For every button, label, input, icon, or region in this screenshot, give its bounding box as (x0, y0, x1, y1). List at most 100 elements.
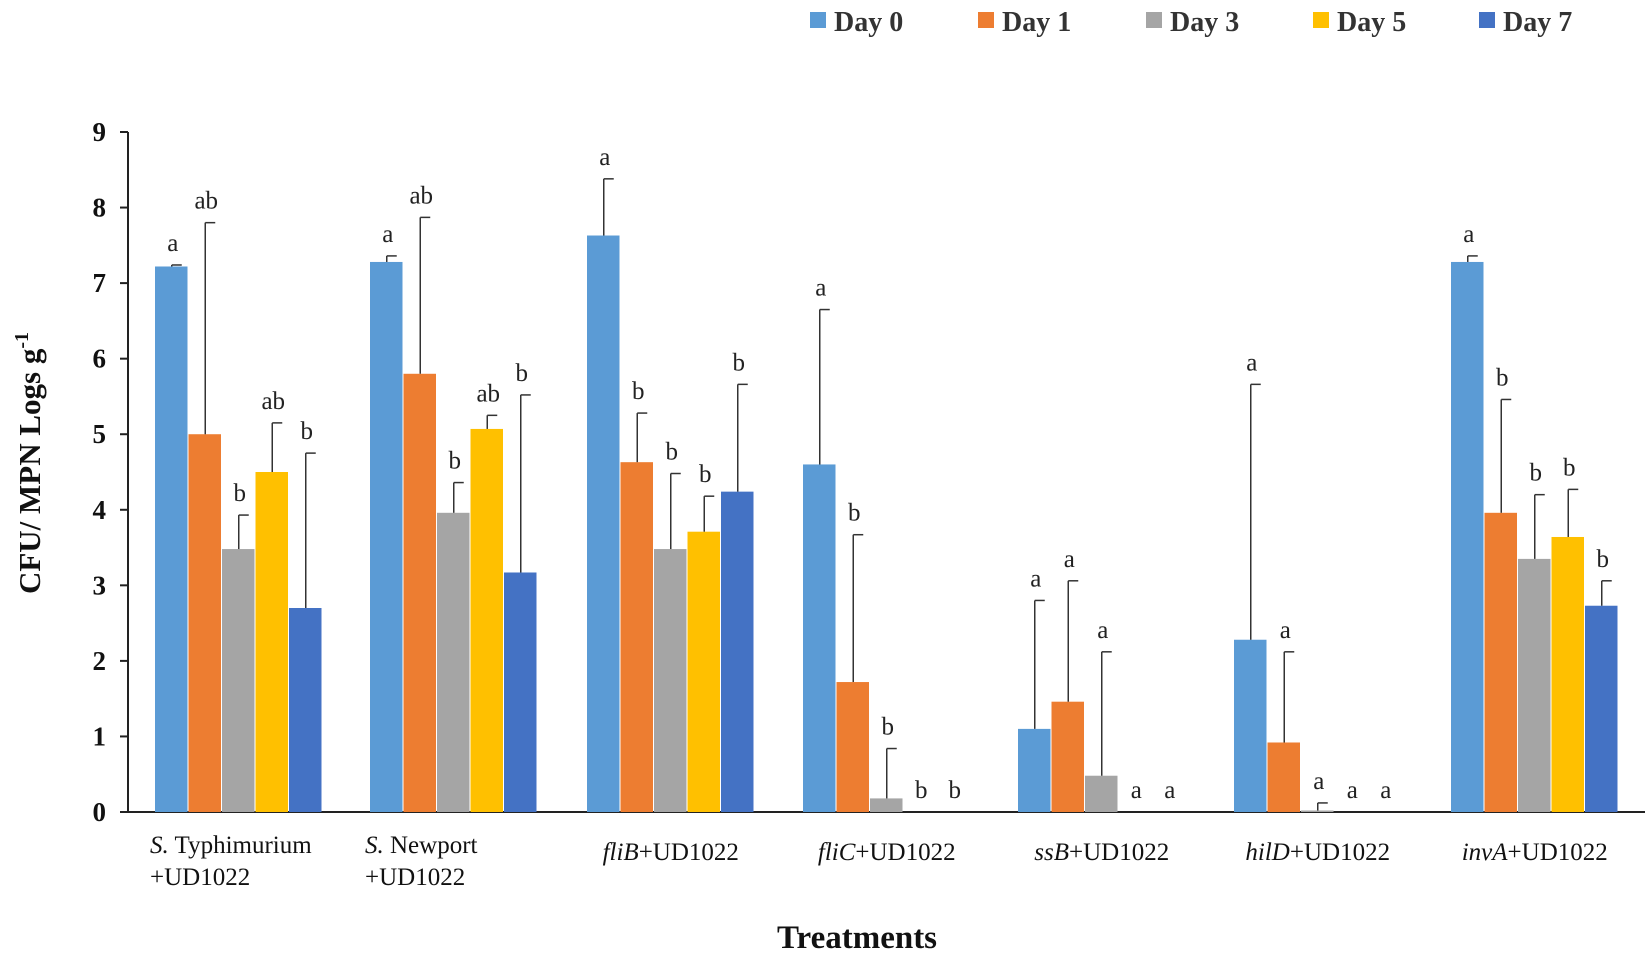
significance-label: a (1246, 349, 1257, 376)
y-tick-label: 9 (93, 117, 107, 147)
category-label: invA+UD1022 (1462, 839, 1608, 866)
bar (188, 434, 221, 812)
legend-label: Day 1 (1002, 7, 1071, 38)
y-tick-label: 2 (93, 646, 107, 676)
significance-label: a (167, 230, 178, 257)
significance-label: a (1380, 777, 1391, 804)
legend-label: Day 0 (834, 7, 903, 38)
bar (370, 261, 403, 812)
significance-label: a (1064, 546, 1075, 573)
bar (1585, 605, 1618, 812)
category-label: S. Newport +UD1022 (365, 832, 478, 891)
significance-label: b (882, 714, 895, 741)
significance-label: a (1131, 777, 1142, 804)
bar (587, 235, 620, 812)
y-tick-label: 7 (93, 268, 107, 298)
significance-label: b (848, 500, 861, 527)
y-axis-title-superscript: -1 (11, 332, 33, 349)
y-tick-label: 4 (93, 495, 107, 525)
significance-label: a (1164, 777, 1175, 804)
significance-label: b (1530, 460, 1543, 487)
category-label: fliC+UD1022 (818, 839, 956, 866)
significance-label: ab (261, 388, 285, 415)
bar (1451, 261, 1484, 812)
y-tick-label: 5 (93, 419, 107, 449)
significance-label: ab (409, 182, 433, 209)
significance-label: a (815, 275, 826, 302)
legend-item: Day 1 (978, 7, 1071, 38)
bar (1234, 639, 1267, 812)
y-axis-title-main: CFU/ MPN Logs g (12, 348, 47, 594)
category-label: hilD+UD1022 (1245, 839, 1390, 866)
significance-label: a (1030, 565, 1041, 592)
legend: Day 0 Day 1 Day 3 Day 5 Day 7 (810, 7, 1572, 38)
legend-item: Day 0 (810, 7, 903, 38)
bar (1085, 775, 1118, 812)
bar (1018, 728, 1051, 812)
category-label: fliB+UD1022 (603, 839, 739, 866)
bar (437, 512, 470, 812)
y-tick-label: 1 (93, 721, 107, 751)
bar (687, 531, 720, 812)
significance-label: a (1313, 768, 1324, 795)
y-tick-label: 3 (93, 570, 107, 600)
legend-item: Day 3 (1146, 7, 1239, 38)
y-tick-label: 6 (93, 344, 107, 374)
legend-swatch (978, 12, 994, 28)
bar (654, 549, 687, 812)
y-tick-label: 0 (93, 797, 107, 827)
significance-label: b (234, 480, 247, 507)
significance-label: ab (476, 380, 500, 407)
legend-swatch (1313, 12, 1329, 28)
bar (470, 428, 503, 812)
significance-label: ab (194, 188, 218, 215)
bar (721, 491, 754, 812)
legend-item: Day 7 (1479, 7, 1572, 38)
bar (836, 682, 869, 812)
bar (289, 608, 322, 812)
significance-label: b (1496, 364, 1509, 391)
legend-swatch (1146, 12, 1162, 28)
significance-label: b (449, 448, 462, 475)
significance-label: b (632, 378, 645, 405)
significance-label: b (915, 777, 928, 804)
legend-swatch (1479, 12, 1495, 28)
bar (504, 572, 537, 812)
category-label: ssB+UD1022 (1034, 839, 1169, 866)
bar (403, 373, 436, 812)
category-label: S. Typhimurium +UD1022 (150, 832, 312, 891)
bar (222, 549, 255, 812)
significance-label: b (949, 777, 962, 804)
significance-label: a (382, 221, 393, 248)
significance-label: b (301, 418, 314, 445)
significance-label: b (666, 439, 679, 466)
significance-label: b (1597, 546, 1610, 573)
significance-label: a (599, 144, 610, 171)
significance-label: b (699, 461, 712, 488)
legend-label: Day 5 (1337, 7, 1406, 38)
y-tick-label: 8 (93, 193, 107, 223)
bar (1484, 512, 1517, 812)
significance-label: a (1463, 221, 1474, 248)
y-axis-title: CFU/ MPN Logs g-1 (11, 332, 47, 594)
bar (1051, 701, 1084, 812)
bar (870, 798, 903, 812)
significance-label: a (1097, 617, 1108, 644)
bar (1301, 810, 1334, 812)
significance-label: b (516, 360, 529, 387)
significance-label: b (1563, 454, 1576, 481)
bar (620, 462, 653, 812)
significance-label: a (1347, 777, 1358, 804)
bar (803, 464, 836, 812)
y-axis: 0 1 2 3 4 5 6 7 8 9 (93, 117, 129, 827)
legend-label: Day 3 (1170, 7, 1239, 38)
bar (1518, 558, 1551, 812)
bar (1267, 742, 1300, 812)
legend-item: Day 5 (1313, 7, 1406, 38)
legend-swatch (810, 12, 826, 28)
x-axis-title: Treatments (777, 920, 937, 956)
significance-label: b (733, 349, 746, 376)
bar (1551, 536, 1584, 812)
